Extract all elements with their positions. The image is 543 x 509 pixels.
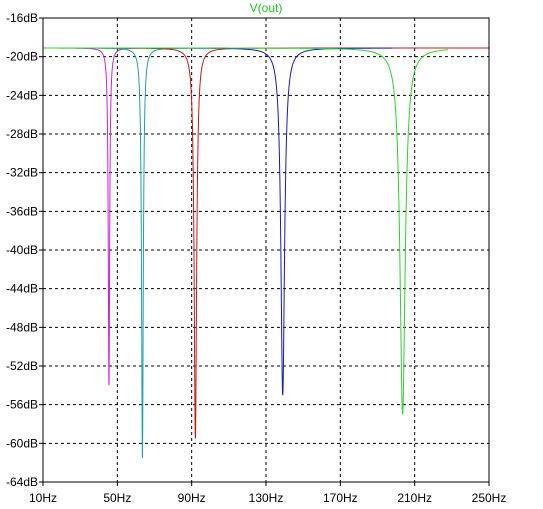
chart-title: V(out) <box>250 1 283 15</box>
x-tick-label: 250Hz <box>472 491 507 505</box>
x-tick-label: 90Hz <box>178 491 206 505</box>
series-line-1 <box>43 47 174 386</box>
y-tick-label: -60dB <box>6 436 38 450</box>
grid <box>43 18 489 482</box>
y-axis-ticks: -16dB -20dB -24dB -28dB -32dB -36dB -40dB -44dB… <box>6 11 43 489</box>
x-axis-ticks: 10Hz 50Hz 90Hz 130Hz 170Hz 210Hz 250Hz <box>29 482 506 505</box>
x-tick-label: 10Hz <box>29 491 57 505</box>
y-tick-label: -64dB <box>6 475 38 489</box>
y-tick-label: -20dB <box>6 50 38 64</box>
y-tick-label: -24dB <box>6 88 38 102</box>
x-tick-label: 210Hz <box>397 491 432 505</box>
series-line-5 <box>42 47 449 415</box>
y-tick-label: -44dB <box>6 282 38 296</box>
y-tick-label: -56dB <box>6 398 38 412</box>
traces <box>42 47 489 458</box>
x-tick-label: 130Hz <box>249 491 284 505</box>
y-tick-label: -52dB <box>6 359 38 373</box>
y-tick-label: -36dB <box>6 204 38 218</box>
x-tick-label: 50Hz <box>103 491 131 505</box>
y-tick-label: -32dB <box>6 166 38 180</box>
x-tick-label: 170Hz <box>323 491 358 505</box>
y-tick-label: -16dB <box>6 11 38 25</box>
y-tick-label: -28dB <box>6 127 38 141</box>
y-tick-label: -40dB <box>6 243 38 257</box>
y-tick-label: -48dB <box>6 320 38 334</box>
